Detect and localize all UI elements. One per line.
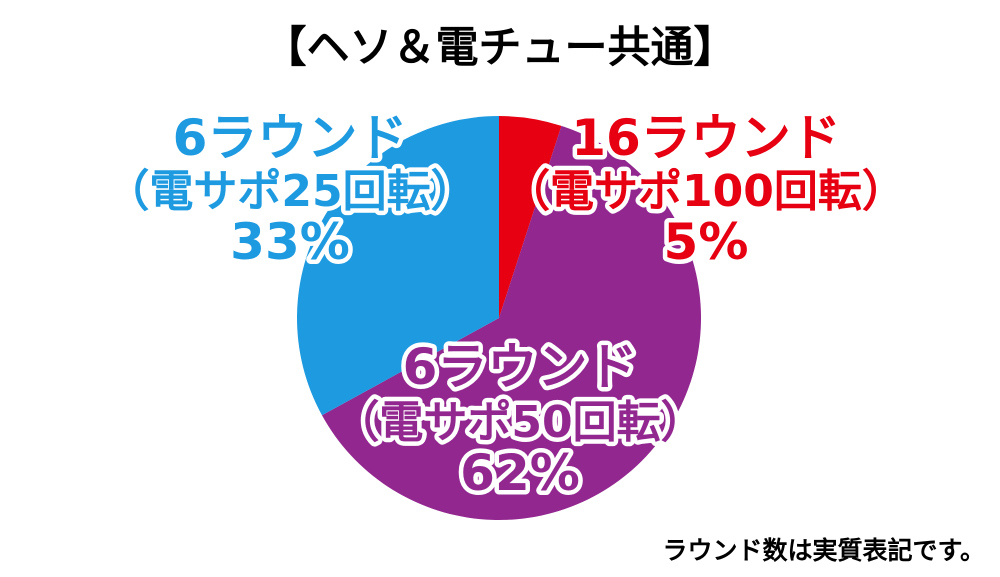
slice-label-percent: 5%: [664, 213, 749, 271]
slice-label-detail: （電サポ50回転）: [335, 397, 704, 448]
slice-label-16-round: 16ラウンド （電サポ100回転） 5%: [502, 105, 911, 276]
slice-label-detail: （電サポ100回転）: [506, 166, 906, 217]
slice-label-detail: （電サポ25回転）: [105, 166, 474, 217]
slice-label-6-round-25: 6ラウンド （電サポ25回転） 33%: [101, 105, 479, 276]
pie-slice: [297, 116, 499, 416]
slice-label-percent: 62%: [460, 444, 580, 502]
footnote: ラウンド数は実質表記です。: [662, 536, 985, 565]
pie-slice: [499, 116, 562, 318]
slice-label-round: 16ラウンド: [571, 109, 841, 167]
slice-label-round: 6ラウンド: [173, 109, 408, 167]
slice-label-6-round-50: 6ラウンド （電サポ50回転） 62%: [331, 334, 709, 507]
pie-slice: [321, 125, 702, 521]
chart-title: 【ヘソ＆電チュー共通】: [264, 23, 737, 73]
slice-label-percent: 33%: [230, 213, 350, 271]
pie-slices: [297, 116, 702, 521]
slice-label-round: 6ラウンド: [403, 338, 638, 396]
